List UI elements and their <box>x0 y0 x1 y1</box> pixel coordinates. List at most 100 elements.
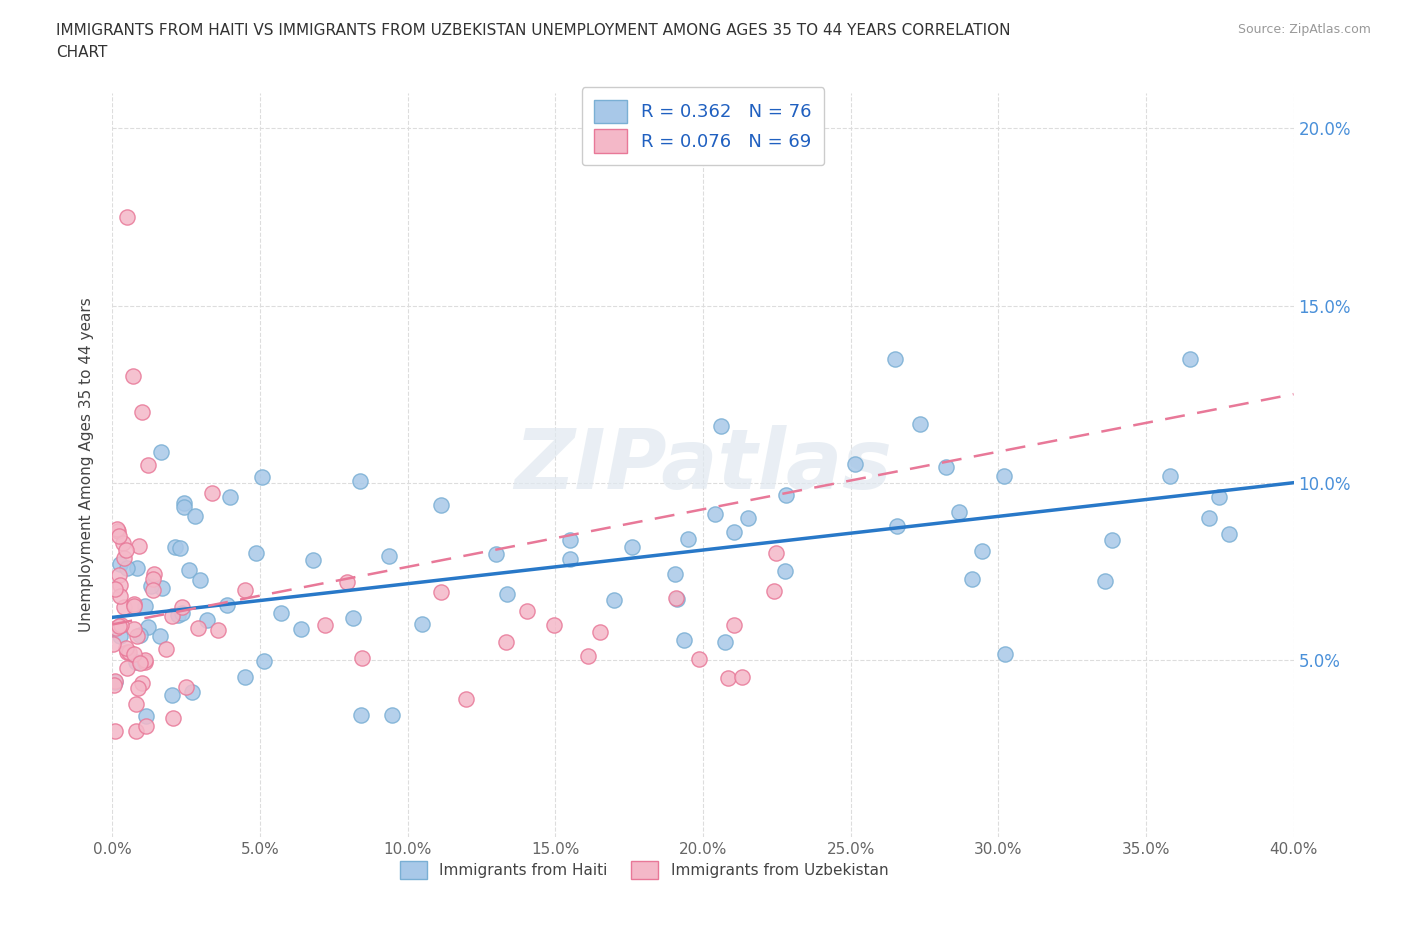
Point <box>676 531 699 546</box>
Point <box>108 629 131 644</box>
Point <box>115 661 138 676</box>
Point <box>104 673 127 688</box>
Point <box>773 564 796 578</box>
Point <box>1094 573 1116 588</box>
Point <box>117 561 139 576</box>
Point <box>122 597 145 612</box>
Point <box>128 538 150 553</box>
Point <box>207 622 229 637</box>
Point <box>125 697 148 711</box>
Text: ZIPatlas: ZIPatlas <box>515 424 891 506</box>
Point <box>844 457 866 472</box>
Point <box>688 652 710 667</box>
Point <box>141 579 163 594</box>
Point <box>166 608 188 623</box>
Point <box>124 621 146 636</box>
Point <box>543 618 565 632</box>
Point <box>107 567 129 582</box>
Point <box>142 572 165 587</box>
Point <box>118 644 141 659</box>
Point <box>664 566 686 581</box>
Point <box>128 656 150 671</box>
Point <box>125 655 148 670</box>
Point <box>1101 533 1123 548</box>
Point <box>134 655 156 670</box>
Point <box>723 618 745 632</box>
Point <box>290 622 312 637</box>
Point <box>994 646 1017 661</box>
Point <box>948 504 970 519</box>
Point <box>723 525 745 539</box>
Point <box>174 680 197 695</box>
Point <box>381 708 404 723</box>
Point <box>884 352 907 366</box>
Point <box>737 511 759 525</box>
Text: Source: ZipAtlas.com: Source: ZipAtlas.com <box>1237 23 1371 36</box>
Point <box>430 498 453 512</box>
Point <box>155 642 177 657</box>
Point <box>1198 511 1220 525</box>
Point <box>170 600 193 615</box>
Point <box>135 719 157 734</box>
Point <box>1218 526 1240 541</box>
Point <box>136 619 159 634</box>
Point <box>710 418 733 433</box>
Point <box>665 591 688 606</box>
Point <box>495 586 517 601</box>
Point <box>108 618 131 633</box>
Point <box>148 629 170 644</box>
Point <box>485 546 508 561</box>
Point <box>962 572 984 587</box>
Point <box>104 581 127 596</box>
Point <box>411 617 433 631</box>
Point <box>134 599 156 614</box>
Point <box>108 578 131 592</box>
Point <box>219 490 242 505</box>
Point <box>163 539 186 554</box>
Point <box>122 599 145 614</box>
Point <box>127 629 149 644</box>
Point <box>576 648 599 663</box>
Point <box>128 628 150 643</box>
Point <box>122 646 145 661</box>
Point <box>150 580 173 595</box>
Point <box>558 551 581 566</box>
Point <box>143 566 166 581</box>
Point <box>134 653 156 668</box>
Point <box>105 521 128 536</box>
Point <box>187 621 209 636</box>
Point <box>117 209 138 224</box>
Point <box>149 445 172 459</box>
Point <box>342 610 364 625</box>
Point <box>181 684 204 699</box>
Point <box>195 613 218 628</box>
Point <box>714 635 737 650</box>
Point <box>495 635 517 650</box>
Point <box>233 583 256 598</box>
Point <box>314 618 336 632</box>
Legend: Immigrants from Haiti, Immigrants from Uzbekistan: Immigrants from Haiti, Immigrants from U… <box>394 856 894 885</box>
Point <box>108 529 131 544</box>
Point <box>703 507 725 522</box>
Point <box>108 557 131 572</box>
Point <box>1178 352 1201 366</box>
Point <box>127 561 149 576</box>
Point <box>350 708 373 723</box>
Point <box>103 677 125 692</box>
Point <box>603 593 626 608</box>
Point <box>515 604 537 618</box>
Y-axis label: Unemployment Among Ages 35 to 44 years: Unemployment Among Ages 35 to 44 years <box>79 298 94 632</box>
Point <box>110 589 132 604</box>
Point <box>253 654 276 669</box>
Point <box>173 499 195 514</box>
Point <box>177 563 200 578</box>
Point <box>112 536 135 551</box>
Point <box>160 608 183 623</box>
Point <box>972 543 994 558</box>
Point <box>112 550 135 565</box>
Point <box>131 675 153 690</box>
Point <box>270 605 292 620</box>
Point <box>560 532 582 547</box>
Point <box>135 709 157 724</box>
Point <box>935 459 957 474</box>
